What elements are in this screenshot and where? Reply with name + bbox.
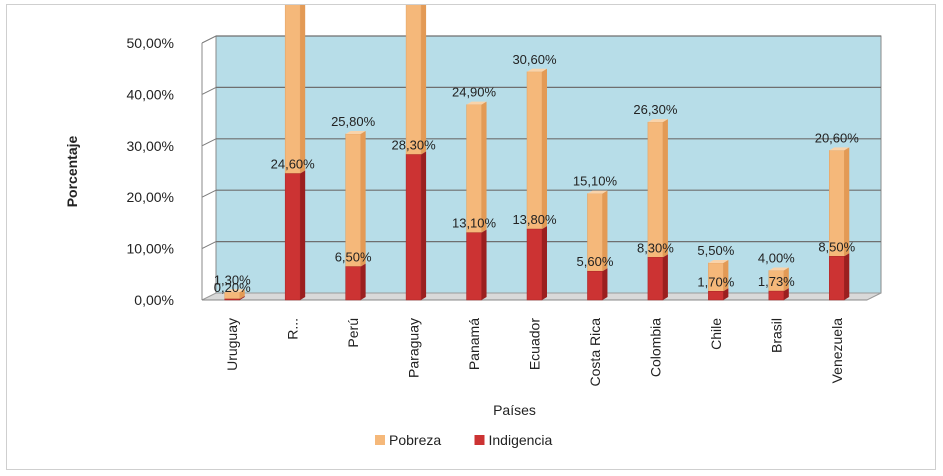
x-tick-label: Uruguay xyxy=(224,318,240,371)
x-tick-label: Panamá xyxy=(466,318,482,370)
bar-pobreza-top xyxy=(708,259,729,263)
x-axis-title: Países xyxy=(493,402,536,418)
data-label-indigencia: 0,20% xyxy=(214,280,251,295)
bar-indigencia-side xyxy=(844,253,850,300)
x-tick-label: Brasil xyxy=(768,318,784,353)
data-label-pobreza: 25,80% xyxy=(331,114,376,129)
legend-swatch xyxy=(375,435,385,445)
data-label-pobreza: 1,30% xyxy=(214,272,251,287)
bar-indigencia-side xyxy=(421,151,427,300)
bar-pobreza-side xyxy=(783,267,789,292)
bar-pobreza-side xyxy=(844,147,850,257)
legend-swatch xyxy=(474,435,485,445)
bar-pobreza xyxy=(466,104,482,233)
y-axis-title: Porcentaje xyxy=(64,135,80,207)
data-label-indigencia: 13,10% xyxy=(452,216,497,231)
x-tick-label: Chile xyxy=(708,318,724,350)
bar-indigencia xyxy=(466,232,482,301)
bar-pobreza-top xyxy=(345,130,366,134)
bar-indigencia xyxy=(768,290,785,301)
data-label-indigencia: 1,70% xyxy=(697,274,734,289)
data-label-indigencia: 6,50% xyxy=(335,250,372,265)
x-tick-label: Colombia xyxy=(647,318,663,377)
data-label-indigencia: 28,30% xyxy=(392,138,437,153)
bar-pobreza-top xyxy=(829,147,850,151)
bar-indigencia xyxy=(526,228,543,301)
bar-indigencia xyxy=(647,257,664,301)
data-label-indigencia: 5,60% xyxy=(577,254,614,269)
gridline-depth xyxy=(201,241,217,250)
bar-pobreza-top xyxy=(768,267,789,271)
gridline-depth xyxy=(201,35,217,44)
bar-pobreza-side xyxy=(662,119,668,258)
bar-indigencia xyxy=(284,173,301,301)
legend-label: Pobreza xyxy=(389,432,441,448)
bar-pobreza-top xyxy=(527,68,547,72)
bar-pobreza-side xyxy=(239,289,245,299)
legend-label: Indigencia xyxy=(489,432,553,448)
y-tick-label: 50,00% xyxy=(127,35,174,51)
bar-pobreza-top xyxy=(587,190,608,194)
bar-pobreza xyxy=(526,71,543,230)
bar-indigencia-side xyxy=(360,263,366,300)
bar-indigencia-side xyxy=(481,229,487,300)
bar-pobreza-side xyxy=(723,259,729,292)
x-tick-label: R... xyxy=(285,318,301,340)
gridline-depth xyxy=(201,138,217,147)
y-tick-label: 0,00% xyxy=(134,292,174,308)
x-tick-label: Costa Rica xyxy=(587,318,603,387)
x-tick-label: Perú xyxy=(345,318,361,348)
bar-indigencia xyxy=(829,256,845,301)
data-label-indigencia: 1,73% xyxy=(758,274,795,289)
data-label-indigencia: 13,80% xyxy=(512,212,557,227)
bar-pobreza-side xyxy=(481,101,487,233)
data-label-indigencia: 8,50% xyxy=(818,239,855,254)
bar-indigencia-side xyxy=(239,295,245,300)
data-label-pobreza: 30,60% xyxy=(512,52,557,67)
y-tick-label: 30,00% xyxy=(127,138,174,154)
data-label-pobreza: 5,50% xyxy=(697,243,734,258)
bar-indigencia-side xyxy=(300,170,306,300)
bar-indigencia xyxy=(587,270,603,301)
bar-pobreza-top xyxy=(647,119,668,123)
data-label-pobreza: 15,10% xyxy=(573,174,618,189)
bar-indigencia-side xyxy=(723,288,729,300)
bar-indigencia-side xyxy=(602,268,608,300)
y-tick-label: 40,00% xyxy=(127,86,174,102)
bar-pobreza xyxy=(284,0,301,174)
plot-background xyxy=(215,35,882,294)
x-tick-label: Ecuador xyxy=(527,318,543,370)
data-label-pobreza: 4,00% xyxy=(758,251,795,266)
bar-pobreza-top xyxy=(224,289,245,293)
x-tick-label: Venezuela xyxy=(829,318,845,384)
data-label-indigencia: 24,60% xyxy=(271,157,316,172)
bar-pobreza xyxy=(405,0,422,155)
bar-indigencia xyxy=(345,266,361,301)
bar-indigencia xyxy=(224,298,240,301)
bar-indigencia xyxy=(708,291,724,301)
chart: 0,00% 10,00% 20,00% 30,00% 40,00% 50,00% 1,30%… xyxy=(64,0,882,448)
bar-indigencia-side xyxy=(783,288,789,300)
data-label-indigencia: 8,30% xyxy=(637,240,674,255)
bar-indigencia-side xyxy=(542,226,547,300)
bar-pobreza xyxy=(345,133,361,267)
gridline-depth xyxy=(201,86,217,95)
bar-indigencia-side xyxy=(662,254,668,300)
bar-pobreza xyxy=(647,121,664,258)
bar-pobreza-side xyxy=(602,190,608,272)
data-label-pobreza: 26,30% xyxy=(633,102,678,117)
data-label-pobreza: 24,90% xyxy=(452,85,497,100)
y-tick-label: 20,00% xyxy=(127,189,174,205)
chart-frame: 0,00% 10,00% 20,00% 30,00% 40,00% 50,00% 1,30%… xyxy=(6,0,936,470)
gridline-depth xyxy=(201,189,217,198)
y-tick-label: 10,00% xyxy=(127,241,174,257)
bar-pobreza-side xyxy=(300,0,306,174)
bar-pobreza-top xyxy=(466,101,487,105)
data-label-pobreza: 20,60% xyxy=(815,130,860,145)
bar-indigencia xyxy=(405,154,422,301)
bar-pobreza-side xyxy=(360,130,366,267)
bar-pobreza-side xyxy=(542,68,547,230)
bar-pobreza-side xyxy=(421,0,427,155)
x-tick-label: Paraguay xyxy=(406,318,422,378)
